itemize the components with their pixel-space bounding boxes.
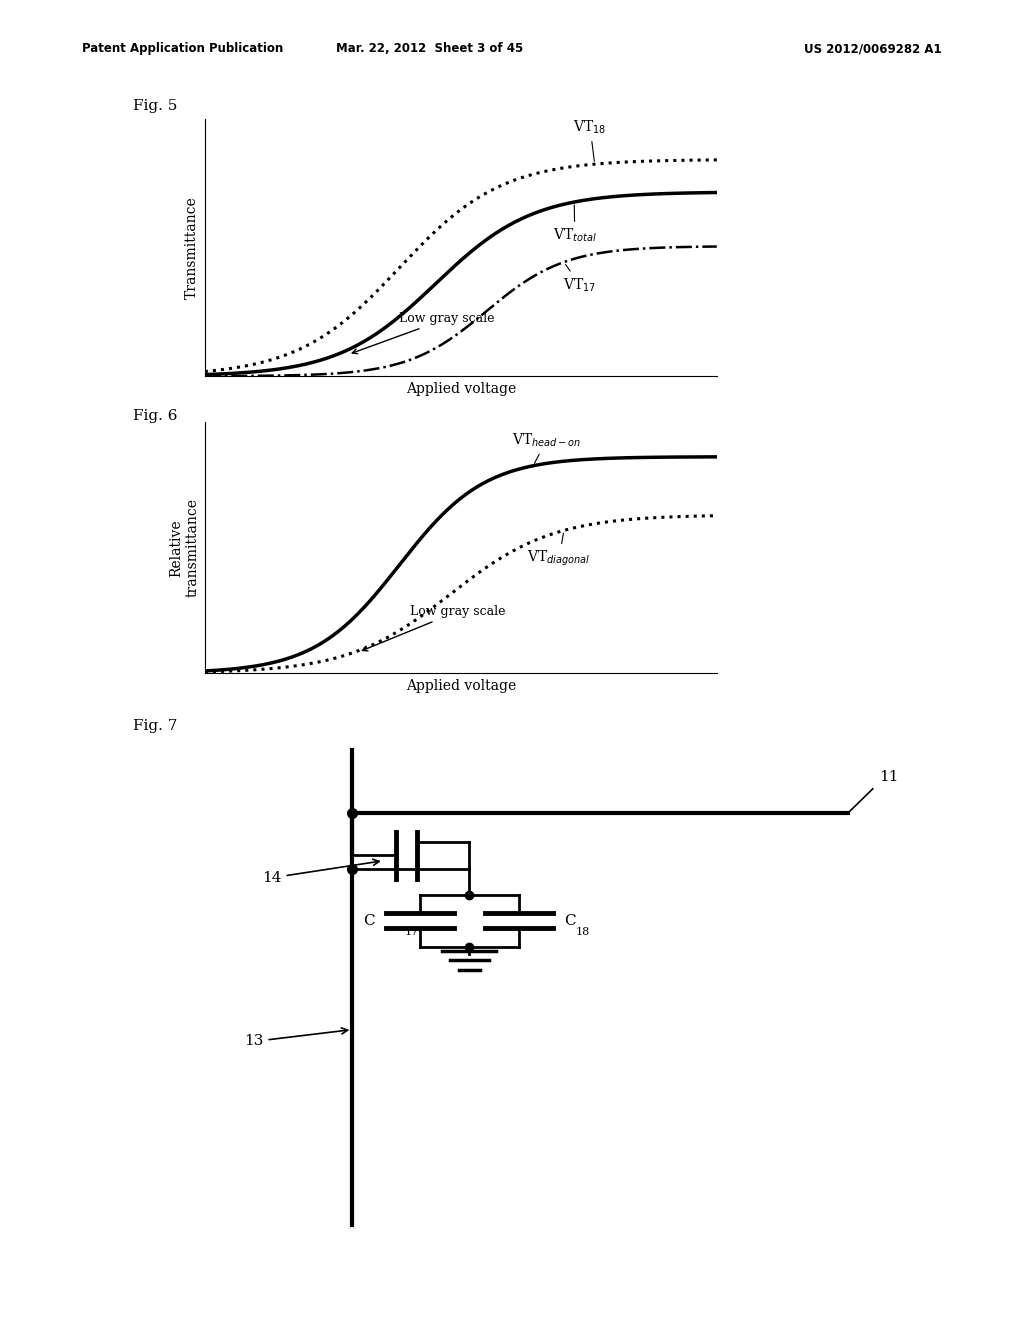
X-axis label: Applied voltage: Applied voltage bbox=[406, 381, 516, 396]
Text: Fig. 5: Fig. 5 bbox=[133, 99, 177, 114]
Text: C: C bbox=[564, 913, 575, 928]
Text: 14: 14 bbox=[262, 859, 379, 884]
Y-axis label: Relative
transmittance: Relative transmittance bbox=[169, 499, 200, 597]
Text: US 2012/0069282 A1: US 2012/0069282 A1 bbox=[805, 42, 942, 55]
Text: 13: 13 bbox=[244, 1028, 348, 1048]
Text: Low gray scale: Low gray scale bbox=[352, 312, 495, 354]
Text: Mar. 22, 2012  Sheet 3 of 45: Mar. 22, 2012 Sheet 3 of 45 bbox=[337, 42, 523, 55]
Text: 11: 11 bbox=[880, 770, 899, 784]
Text: 17: 17 bbox=[404, 927, 419, 937]
Text: Patent Application Publication: Patent Application Publication bbox=[82, 42, 284, 55]
Text: Low gray scale: Low gray scale bbox=[362, 605, 505, 651]
Text: Fig. 6: Fig. 6 bbox=[133, 409, 177, 424]
Text: Fig. 7: Fig. 7 bbox=[133, 719, 177, 734]
Text: VT$_{total}$: VT$_{total}$ bbox=[553, 205, 597, 244]
Text: C: C bbox=[364, 913, 375, 928]
Text: 18: 18 bbox=[575, 927, 590, 937]
Text: VT$_{diagonal}$: VT$_{diagonal}$ bbox=[527, 533, 591, 569]
Y-axis label: Transmittance: Transmittance bbox=[185, 197, 200, 298]
Text: VT$_{17}$: VT$_{17}$ bbox=[563, 264, 596, 293]
Text: VT$_{18}$: VT$_{18}$ bbox=[573, 119, 606, 161]
Text: VT$_{head-on}$: VT$_{head-on}$ bbox=[512, 432, 582, 463]
X-axis label: Applied voltage: Applied voltage bbox=[406, 678, 516, 693]
